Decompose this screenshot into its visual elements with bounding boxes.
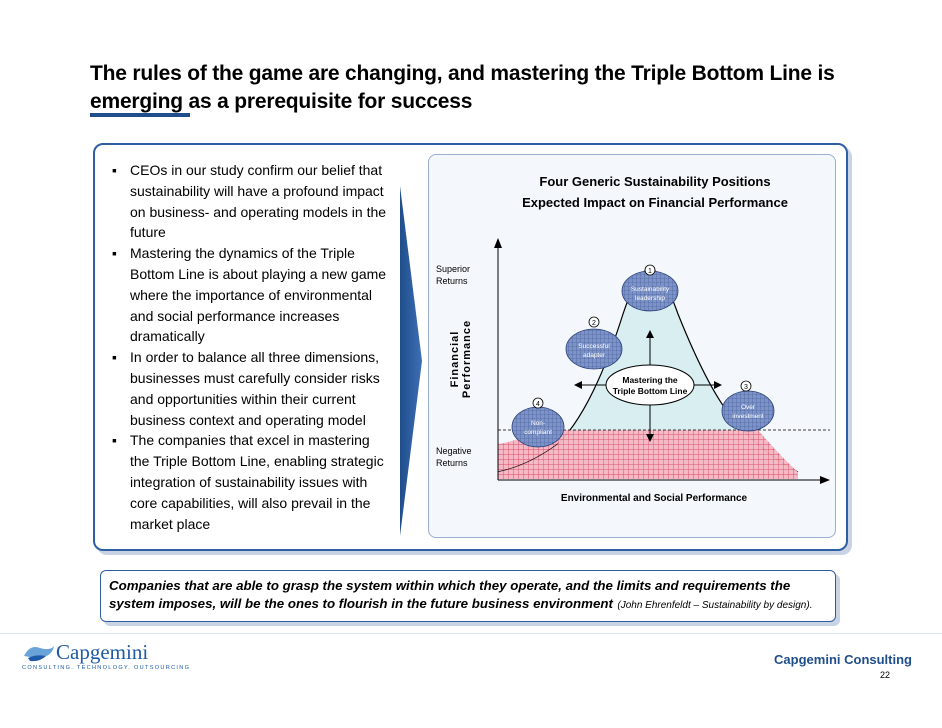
y-axis-title-line1: Financial xyxy=(449,331,461,388)
center-arrow-right xyxy=(714,381,722,389)
x-axis-arrowhead xyxy=(820,476,830,484)
position-3-number: 3 xyxy=(744,384,748,391)
slide-title: The rules of the game are changing, and … xyxy=(90,60,910,116)
position-2-label-line2: adapter xyxy=(583,352,606,359)
center-arrow-up xyxy=(646,330,654,338)
risk-zone-overlay xyxy=(498,430,798,479)
center-arrow-down xyxy=(646,434,654,442)
y-axis-title-line2: Performance xyxy=(461,320,473,398)
position-4-label-line2: compliant xyxy=(524,429,552,436)
spade-logo-icon xyxy=(24,645,54,661)
position-1-label-line1: Sustainability xyxy=(631,286,670,293)
sustainability-diagram: Superior Returns Negative Returns Financ… xyxy=(436,238,830,504)
center-ellipse xyxy=(605,364,695,406)
bullet-item: Mastering the dynamics of the Triple Bot… xyxy=(112,243,392,347)
x-axis-title: Environmental and Social Performance xyxy=(561,493,748,504)
logo-wordmark: Capgemini xyxy=(56,640,149,664)
position-4-number: 4 xyxy=(536,401,540,408)
bullet-item: CEOs in our study confirm our belief tha… xyxy=(112,160,392,243)
position-4-non-compliant: 4 Non- compliant xyxy=(511,397,565,448)
page-number: 22 xyxy=(879,670,890,680)
bullet-item: The companies that excel in mastering th… xyxy=(112,430,392,534)
position-2-number: 2 xyxy=(592,320,596,327)
quote-box: Companies that are able to grasp the sys… xyxy=(100,570,836,622)
y-bottom-label: Negative Returns xyxy=(436,446,472,468)
title-underline xyxy=(90,113,190,117)
y-top-label: Superior Returns xyxy=(436,264,470,286)
position-4-label-line1: Non- xyxy=(531,420,545,427)
y-top-label-line2: Returns xyxy=(436,276,468,286)
center-label: Mastering the Triple Bottom Line xyxy=(613,375,688,396)
quote-text: Companies that are able to grasp the sys… xyxy=(109,578,791,611)
footer-divider xyxy=(0,633,942,634)
position-1-number: 1 xyxy=(648,268,652,275)
y-bottom-label-line1: Negative xyxy=(436,446,472,456)
diagram-title-line1: Four Generic Sustainability Positions xyxy=(539,174,771,189)
center-arrow-left xyxy=(574,381,582,389)
capgemini-logo: Capgemini CONSULTING. TECHNOLOGY. OUTSOU… xyxy=(22,640,190,671)
slide-title-line1: The rules of the game are changing, and … xyxy=(90,62,835,85)
y-axis-title: Financial Performance xyxy=(449,320,473,398)
bullet-item: In order to balance all three dimensions… xyxy=(112,347,392,430)
bullet-list: CEOs in our study confirm our belief tha… xyxy=(112,160,392,534)
quote-citation: (John Ehrenfeldt – Sustainability by des… xyxy=(617,600,813,611)
divider-arrow xyxy=(400,186,422,536)
position-2-label-line1: Successful xyxy=(578,343,610,350)
position-1-sustainability-leadership: 1 Sustainability leadership xyxy=(621,264,679,312)
position-3-label-line2: investment xyxy=(732,413,764,420)
brand-name: Capgemini Consulting xyxy=(774,652,912,667)
slide-title-line2: emerging as a prerequisite for success xyxy=(90,90,473,113)
logo-tagline: CONSULTING. TECHNOLOGY. OUTSOURCING xyxy=(22,665,191,671)
y-axis-arrowhead xyxy=(494,238,502,248)
y-top-label-line1: Superior xyxy=(436,264,470,274)
center-label-line2: Triple Bottom Line xyxy=(613,386,688,396)
diagram-title-line2: Expected Impact on Financial Performance xyxy=(522,195,788,210)
position-1-label-line2: leadership xyxy=(635,295,665,302)
position-2-successful-adapter: 2 Successful adapter xyxy=(565,316,623,370)
position-3-label-line1: Over xyxy=(741,404,756,411)
center-label-line1: Mastering the xyxy=(622,375,678,385)
position-3-over-investment: 3 Over investment xyxy=(721,380,775,432)
y-bottom-label-line2: Returns xyxy=(436,458,468,468)
